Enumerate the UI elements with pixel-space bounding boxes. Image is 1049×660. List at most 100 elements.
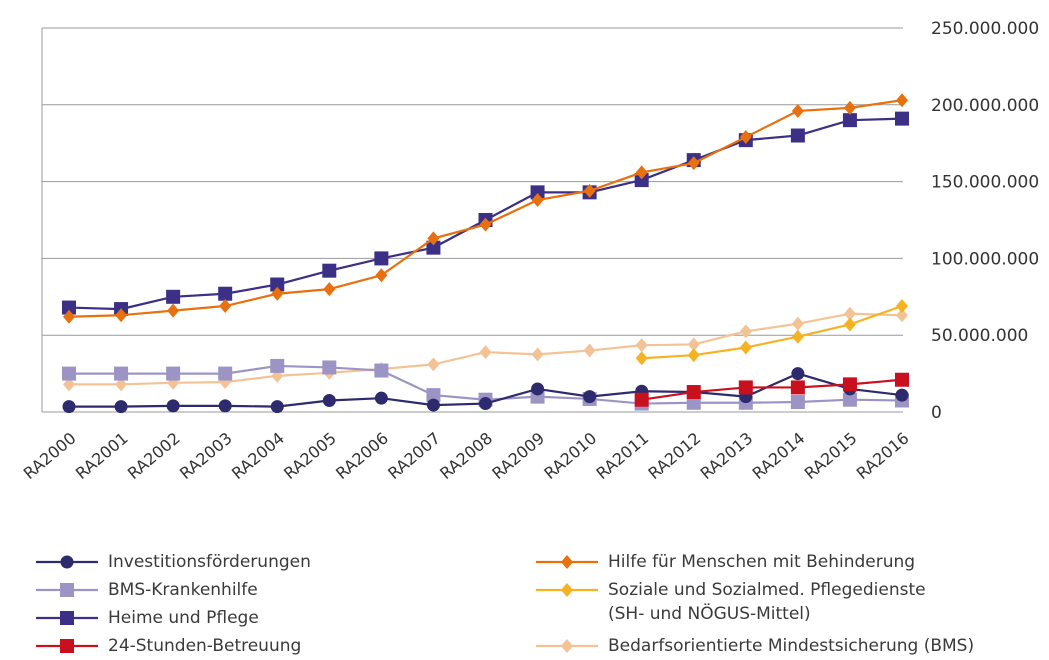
data-point (791, 316, 804, 331)
data-point (375, 268, 388, 283)
x-tick-label: RA2006 (332, 429, 392, 483)
x-tick-label: RA2016 (853, 429, 913, 483)
x-tick-label: RA2012 (645, 429, 705, 483)
data-point (896, 299, 908, 314)
data-point (426, 398, 440, 412)
x-tick-labels: RA2000RA2001RA2002RA2003RA2004RA2005RA20… (20, 429, 913, 483)
data-point (166, 289, 181, 304)
data-point (322, 393, 336, 407)
data-point (634, 173, 649, 188)
data-point (790, 395, 805, 410)
data-point (62, 300, 76, 315)
x-tick-label: RA2008 (436, 429, 496, 483)
data-point (635, 165, 648, 180)
data-point (842, 392, 857, 407)
data-point (583, 390, 597, 404)
data-point (843, 317, 856, 332)
data-point (583, 183, 596, 198)
data-point (270, 277, 285, 292)
data-point (218, 366, 233, 381)
data-point (63, 377, 75, 392)
data-point (114, 400, 128, 414)
data-point (479, 397, 492, 411)
x-tick-label: RA2002 (124, 429, 184, 483)
data-point (218, 399, 232, 413)
series-4 (63, 93, 908, 324)
series-5 (635, 299, 908, 366)
x-tick-label: RA2010 (540, 429, 600, 483)
data-point (427, 231, 440, 246)
series-6 (63, 306, 908, 392)
data-point (791, 367, 805, 381)
data-point (270, 400, 284, 414)
data-point (895, 388, 909, 402)
data-point (635, 351, 648, 366)
x-tick-label: RA2011 (592, 429, 652, 483)
data-point (322, 360, 337, 375)
series-line (641, 378, 903, 401)
data-point (687, 337, 700, 352)
x-tick-label: RA2014 (749, 429, 809, 483)
y-tick-label: 200.000.000 (931, 96, 1039, 116)
data-point (791, 329, 804, 344)
data-point (790, 380, 805, 395)
data-point (686, 385, 701, 400)
data-point (531, 193, 544, 208)
data-point (635, 338, 648, 353)
data-point (530, 185, 545, 200)
data-point (531, 382, 545, 396)
x-tick-label: RA2004 (228, 429, 288, 483)
y-tick-label: 100.000.000 (931, 249, 1039, 269)
data-point (739, 130, 752, 145)
data-point (115, 377, 128, 392)
data-point (167, 303, 180, 318)
data-point (583, 343, 596, 358)
data-point (895, 111, 909, 126)
series-group (62, 93, 909, 414)
data-point (738, 380, 753, 395)
data-point (634, 392, 649, 407)
data-point (531, 347, 544, 362)
x-tick-label: RA2000 (20, 429, 80, 483)
data-point (166, 399, 180, 413)
data-point (896, 93, 908, 108)
x-tick-label: RA2003 (176, 429, 236, 483)
x-tick-label: RA2013 (697, 429, 757, 483)
x-tick-label: RA2015 (801, 429, 861, 483)
y-tick-label: 0 (931, 403, 942, 423)
data-point (374, 391, 388, 405)
data-point (219, 299, 232, 314)
data-point (739, 324, 752, 339)
data-point (115, 308, 128, 323)
x-tick-label: RA2005 (280, 429, 340, 483)
y-tick-label: 250.000.000 (931, 19, 1039, 39)
data-point (791, 103, 804, 118)
data-point (322, 263, 337, 278)
data-point (114, 366, 129, 381)
data-point (896, 308, 908, 323)
data-point (842, 113, 857, 128)
data-point (739, 340, 752, 355)
y-tick-labels: 0 50.000.000 100.000.000 150.000.000 200.000… (931, 19, 1039, 423)
data-point (218, 286, 233, 301)
data-point (323, 282, 336, 297)
data-point (63, 309, 75, 324)
data-point (790, 128, 805, 143)
data-point (843, 100, 856, 115)
data-point (479, 345, 492, 360)
data-point (62, 400, 76, 414)
data-point (843, 306, 856, 321)
data-point (479, 217, 492, 232)
grid-lines (42, 27, 903, 336)
series-2 (62, 111, 909, 317)
data-point (687, 156, 700, 171)
axis-lines (41, 28, 903, 413)
y-tick-label: 150.000.000 (931, 173, 1039, 193)
data-point (374, 251, 389, 266)
data-point (166, 366, 181, 381)
x-tick-label: RA2007 (384, 429, 444, 483)
x-tick-label: RA2001 (72, 429, 132, 483)
data-point (271, 286, 284, 301)
y-tick-label: 50.000.000 (931, 326, 1028, 346)
